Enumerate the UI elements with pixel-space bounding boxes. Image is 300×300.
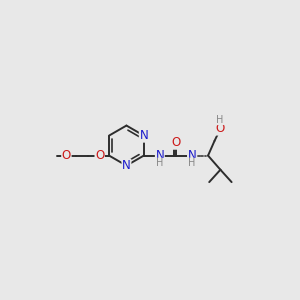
Text: N: N	[188, 149, 196, 162]
Text: N: N	[122, 159, 131, 172]
Text: N: N	[140, 129, 148, 142]
Text: H: H	[188, 158, 196, 168]
Text: O: O	[95, 149, 104, 162]
Text: O: O	[215, 122, 224, 135]
Text: O: O	[171, 136, 181, 149]
Text: O: O	[62, 149, 71, 162]
Text: N: N	[155, 149, 164, 162]
Text: H: H	[216, 115, 224, 125]
Text: H: H	[156, 158, 164, 168]
